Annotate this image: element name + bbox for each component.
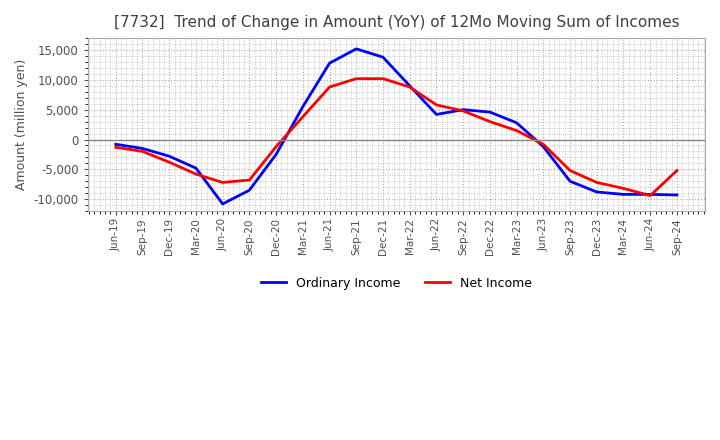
Net Income	[646, 193, 654, 198]
Ordinary Income	[672, 192, 681, 198]
Net Income	[112, 145, 120, 150]
Net Income	[593, 180, 601, 185]
Ordinary Income	[432, 112, 441, 117]
Net Income	[138, 149, 147, 154]
Ordinary Income	[513, 120, 521, 125]
Net Income	[218, 180, 227, 185]
Ordinary Income	[619, 192, 628, 197]
Ordinary Income	[245, 187, 253, 193]
Net Income	[513, 128, 521, 133]
Net Income	[566, 168, 575, 173]
Ordinary Income	[352, 46, 361, 51]
Ordinary Income	[539, 144, 548, 149]
Net Income	[271, 144, 280, 149]
Ordinary Income	[218, 201, 227, 206]
Ordinary Income	[192, 165, 200, 171]
Net Income	[352, 76, 361, 81]
Ordinary Income	[566, 179, 575, 184]
Net Income	[299, 114, 307, 120]
Net Income	[379, 76, 387, 81]
Net Income	[619, 186, 628, 191]
Net Income	[245, 177, 253, 183]
Net Income	[432, 102, 441, 107]
Y-axis label: Amount (million yen): Amount (million yen)	[15, 59, 28, 190]
Line: Net Income: Net Income	[116, 79, 677, 195]
Net Income	[405, 84, 414, 90]
Ordinary Income	[138, 146, 147, 151]
Net Income	[539, 142, 548, 147]
Legend: Ordinary Income, Net Income: Ordinary Income, Net Income	[256, 272, 537, 295]
Net Income	[485, 119, 494, 124]
Ordinary Income	[271, 152, 280, 157]
Net Income	[165, 160, 174, 165]
Net Income	[672, 168, 681, 173]
Ordinary Income	[112, 142, 120, 147]
Ordinary Income	[325, 61, 334, 66]
Ordinary Income	[165, 154, 174, 159]
Net Income	[459, 108, 467, 114]
Net Income	[325, 84, 334, 90]
Net Income	[192, 172, 200, 177]
Line: Ordinary Income: Ordinary Income	[116, 49, 677, 204]
Ordinary Income	[485, 110, 494, 115]
Title: [7732]  Trend of Change in Amount (YoY) of 12Mo Moving Sum of Incomes: [7732] Trend of Change in Amount (YoY) o…	[114, 15, 679, 30]
Ordinary Income	[405, 83, 414, 88]
Ordinary Income	[459, 107, 467, 112]
Ordinary Income	[299, 104, 307, 109]
Ordinary Income	[646, 192, 654, 197]
Ordinary Income	[593, 189, 601, 194]
Ordinary Income	[379, 55, 387, 60]
